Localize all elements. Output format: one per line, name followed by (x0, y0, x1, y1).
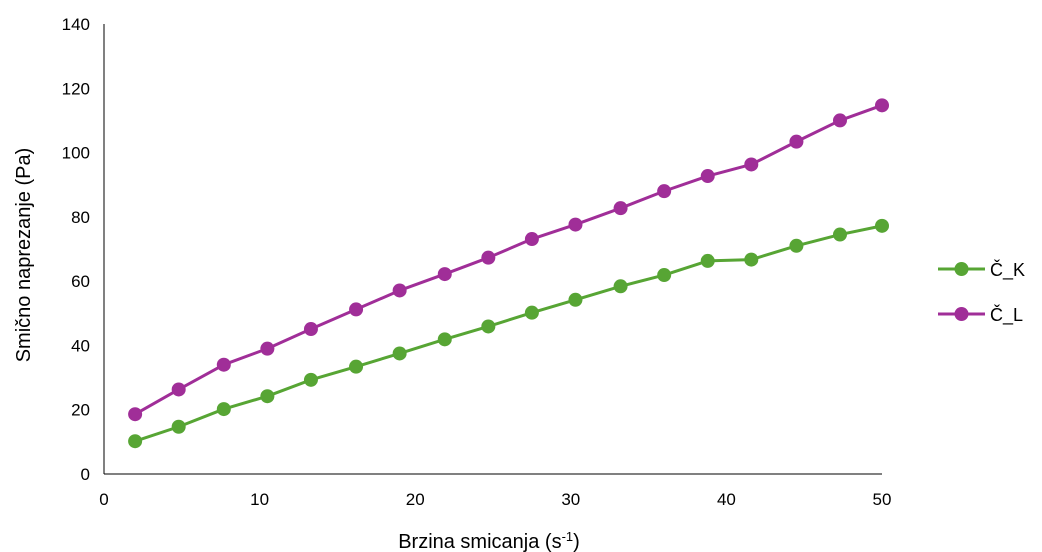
series-line (134, 224, 883, 443)
data-point (392, 283, 407, 298)
y-tick-label: 120 (62, 79, 90, 98)
data-point (303, 372, 318, 387)
data-point (657, 268, 672, 283)
data-point (875, 98, 889, 113)
y-tick-label: 100 (62, 144, 90, 163)
legend-label: Č_L (990, 304, 1023, 326)
data-point (303, 322, 318, 337)
data-point (832, 227, 847, 242)
data-point (481, 250, 496, 265)
data-point (260, 341, 275, 356)
data-point (349, 359, 364, 374)
x-tick-label: 50 (873, 490, 892, 509)
series-Č_K (128, 218, 889, 449)
data-point (700, 253, 715, 268)
data-point (437, 332, 452, 347)
x-axis-title-suffix: ) (573, 531, 580, 552)
legend-item: Č_K (938, 259, 1025, 281)
data-point (349, 302, 364, 317)
x-tick-label: 40 (717, 490, 736, 509)
series-line (134, 103, 883, 416)
y-tick-label: 40 (71, 336, 90, 355)
x-tick-label: 10 (250, 490, 269, 509)
x-tick-label: 30 (561, 490, 580, 509)
x-tick-label: 0 (99, 490, 108, 509)
data-point (613, 201, 628, 216)
x-axis-title: Brzina smicanja (s-1) (398, 529, 580, 552)
y-tick-label: 20 (71, 401, 90, 420)
y-tick-label: 60 (71, 272, 90, 291)
series-Č_L (128, 98, 889, 422)
x-axis-title-superscript: -1 (562, 529, 574, 544)
data-point (437, 267, 452, 282)
data-point (216, 357, 231, 372)
data-point (744, 252, 759, 267)
y-tick-label: 140 (62, 15, 90, 34)
data-point (700, 169, 715, 184)
data-point (832, 113, 847, 128)
x-tick-label: 20 (406, 490, 425, 509)
data-point (657, 184, 672, 199)
y-axis-title: Smično naprezanje (Pa) (13, 148, 35, 363)
data-point (171, 382, 186, 397)
data-point (216, 402, 231, 417)
data-point (568, 292, 583, 307)
data-point (524, 232, 539, 247)
data-point (789, 238, 804, 253)
data-point (744, 157, 759, 172)
data-point (171, 419, 186, 434)
data-point (392, 346, 407, 361)
y-tick-label: 80 (71, 208, 90, 227)
data-point (789, 134, 804, 149)
data-point (128, 434, 143, 449)
data-point (128, 407, 143, 422)
data-point (613, 279, 628, 294)
legend-marker (954, 307, 969, 321)
series-group (128, 98, 889, 449)
data-point (524, 305, 539, 320)
x-tick-labels: 0 10 20 30 40 50 (99, 490, 891, 509)
x-axis-title-main: Brzina smicanja (s (398, 531, 561, 552)
y-tick-label: 0 (81, 465, 90, 484)
legend: Č_K Č_L (938, 259, 1025, 326)
legend-label: Č_K (990, 259, 1025, 281)
data-point (260, 389, 275, 404)
data-point (875, 218, 889, 233)
data-point (568, 217, 583, 232)
legend-item: Č_L (938, 304, 1023, 326)
y-tick-labels: 0 20 40 60 80 100 120 140 (62, 15, 90, 484)
legend-marker (954, 262, 969, 276)
data-point (481, 319, 496, 334)
